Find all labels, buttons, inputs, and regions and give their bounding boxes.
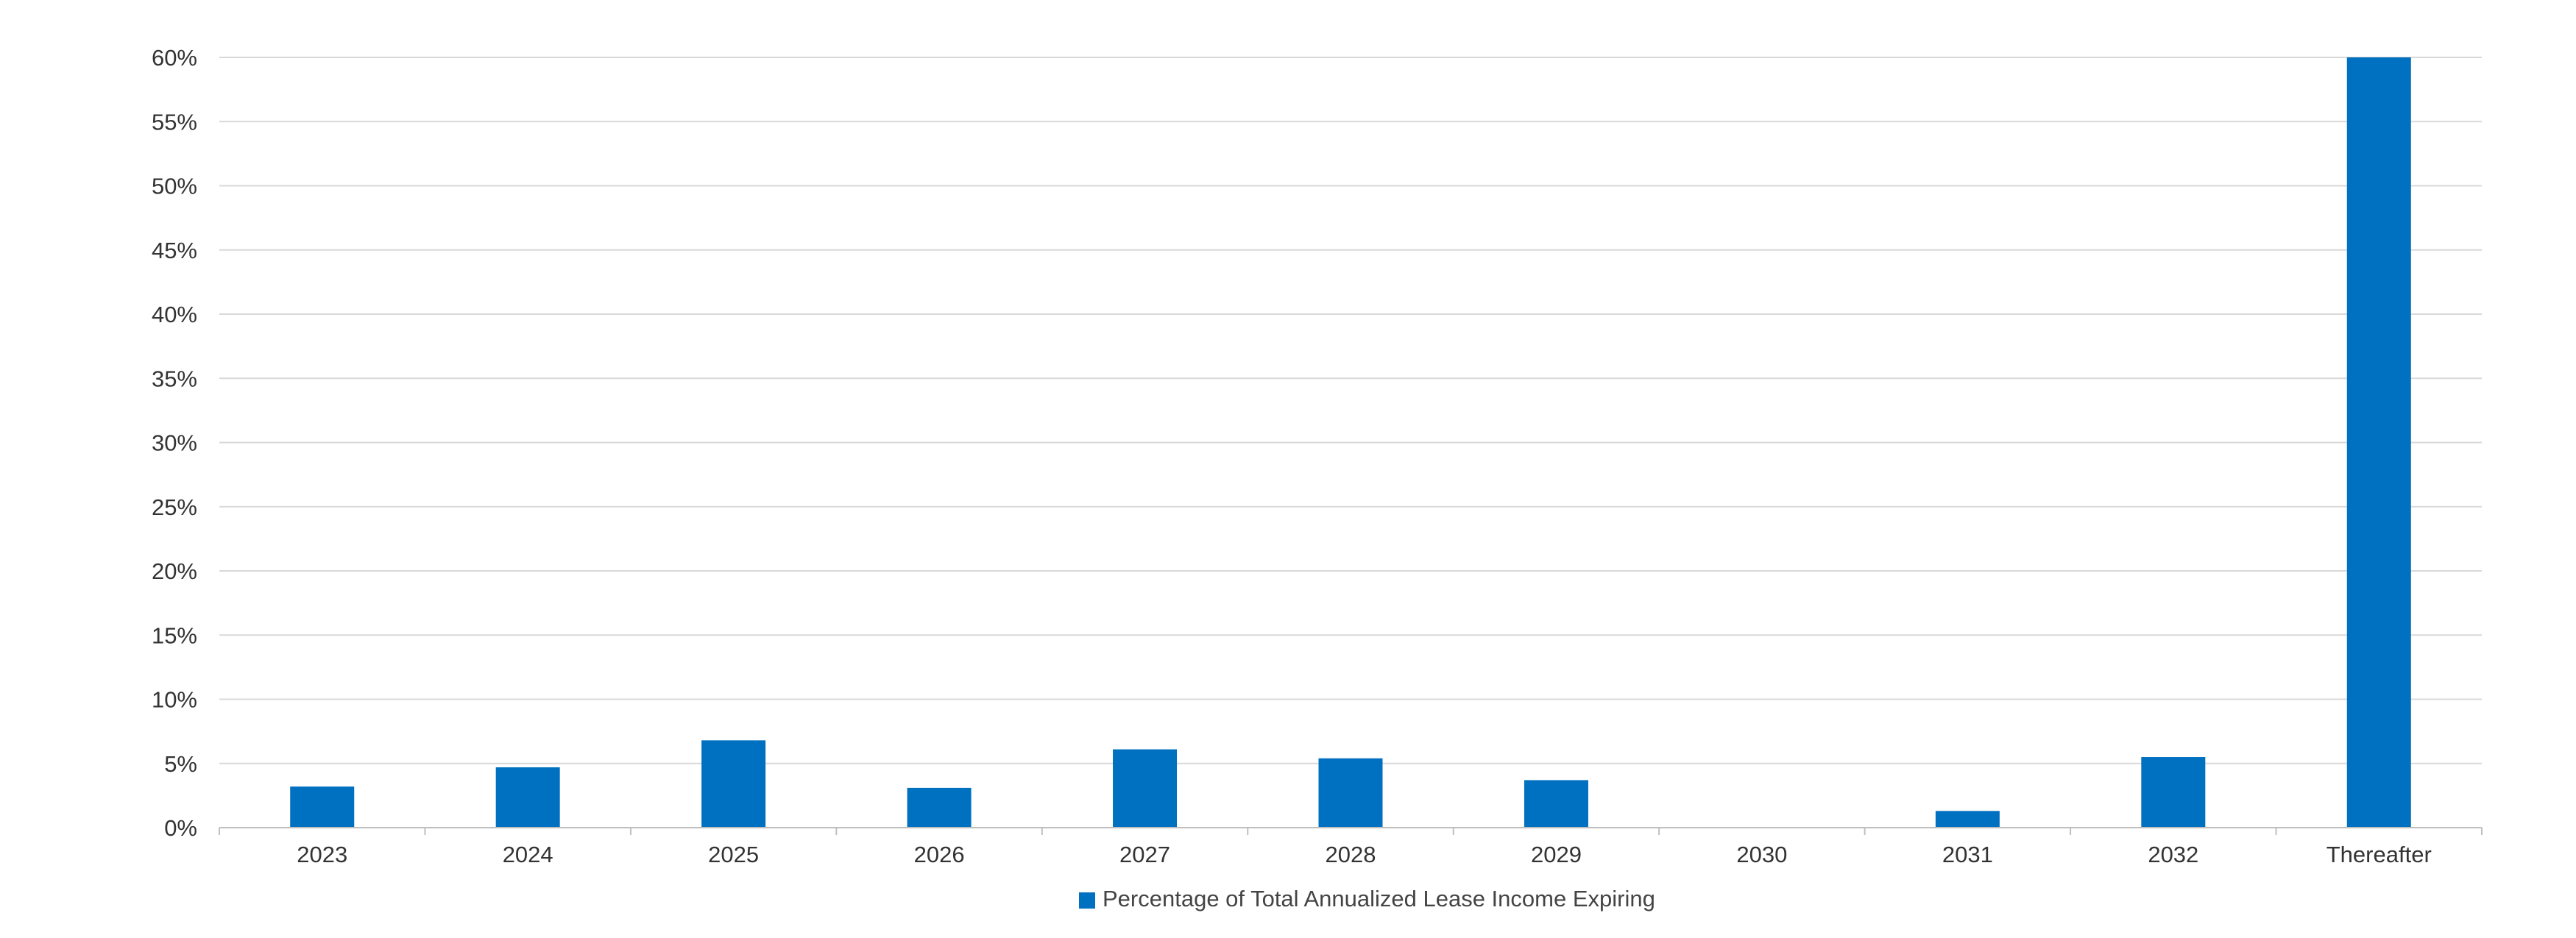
bar-2032 xyxy=(2141,757,2206,828)
bar-2023 xyxy=(290,786,355,828)
y-tick-label: 0% xyxy=(164,815,197,841)
bar-2029 xyxy=(1524,780,1588,828)
y-tick-label: 60% xyxy=(152,45,197,71)
y-tick-label: 15% xyxy=(152,622,197,648)
y-tick-label: 45% xyxy=(152,238,197,263)
bar-2026 xyxy=(907,787,972,828)
x-tick-label: 2032 xyxy=(2148,842,2198,867)
x-tick-label: 2025 xyxy=(708,842,759,867)
gridlines xyxy=(219,57,2482,764)
y-tick-label: 50% xyxy=(152,174,197,199)
x-axis xyxy=(219,827,2483,835)
y-tick-label: 55% xyxy=(152,109,197,135)
x-axis-tick-labels: 2023 2024 2025 2026 2027 2028 2029 2030 2031 2032… xyxy=(297,842,2432,867)
legend-swatch xyxy=(1079,892,1095,909)
bar-2025 xyxy=(701,740,766,828)
y-tick-label: 5% xyxy=(164,751,197,777)
bars xyxy=(290,57,2411,828)
x-tick-label: 2024 xyxy=(503,842,553,867)
bar-2031 xyxy=(1935,811,2000,828)
bar-thereafter xyxy=(2346,57,2411,828)
y-tick-label: 40% xyxy=(152,302,197,327)
x-tick-label: Thereafter xyxy=(2326,842,2432,867)
bar-2027 xyxy=(1113,749,1178,828)
bar-2028 xyxy=(1318,758,1383,828)
y-tick-label: 25% xyxy=(152,494,197,520)
x-tick-label: 2028 xyxy=(1326,842,1376,867)
y-tick-label: 20% xyxy=(152,558,197,584)
x-tick-label: 2023 xyxy=(297,842,347,867)
y-axis-tick-labels: 0% 5% 10% 15% 20% 25% 30% 35% 40% 45% 50% 55% 60% xyxy=(152,45,197,841)
x-tick-label: 2026 xyxy=(914,842,965,867)
legend-label: Percentage of Total Annualized Lease Inc… xyxy=(1103,886,1655,912)
y-tick-label: 35% xyxy=(152,366,197,391)
y-tick-label: 10% xyxy=(152,687,197,713)
x-tick-label: 2027 xyxy=(1119,842,1170,867)
legend: Percentage of Total Annualized Lease Inc… xyxy=(1079,886,1655,912)
x-tick-label: 2029 xyxy=(1531,842,1582,867)
x-tick-label: 2031 xyxy=(1942,842,1993,867)
x-tick-label: 2030 xyxy=(1736,842,1787,867)
y-tick-label: 30% xyxy=(152,430,197,456)
bar-2024 xyxy=(495,767,560,828)
